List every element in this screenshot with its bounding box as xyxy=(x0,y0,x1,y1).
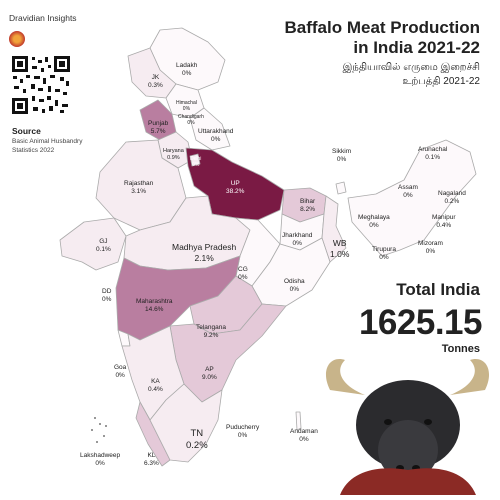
region-andaman xyxy=(295,411,302,431)
label-manipur: Manipur 0.4% xyxy=(432,214,456,230)
dravidian-insights-logo-icon xyxy=(9,31,25,47)
brand-block: Dravidian Insights xyxy=(9,13,77,47)
label-wb: WB 1.0% xyxy=(330,238,350,259)
subtitle-line-2: உற்பத்தி 2021-22 xyxy=(402,75,480,87)
source-heading: Source xyxy=(12,126,41,136)
region-wb xyxy=(321,195,347,263)
brand-name: Dravidian Insights xyxy=(9,13,77,23)
label-uttarakhand: Uttarakhand 0% xyxy=(198,128,234,144)
total-value: 1625.15 xyxy=(358,303,483,342)
page-subtitle: இந்தியாவில் எருமை இறைச்சி உற்பத்தி 2021-… xyxy=(270,61,480,88)
label-telangana: Telangana 9.2% xyxy=(196,324,226,340)
label-tn: TN 0.2% xyxy=(186,428,208,451)
label-jharkhand: Jharkhand 0% xyxy=(282,232,313,248)
label-odisha: Odisha 0% xyxy=(284,278,305,294)
label-assam: Assam 0% xyxy=(398,184,418,200)
label-madhya-pradesh: Madhya Pradesh 2.1% xyxy=(172,242,237,263)
label-arunachal: Arunachal 0.1% xyxy=(418,146,448,162)
subtitle-line-1: இந்தியாவில் எருமை இறைச்சி xyxy=(342,62,480,73)
title-line-2: in India 2021-22 xyxy=(353,38,480,58)
label-punjab: Punjab 5.7% xyxy=(148,120,169,136)
label-kl: KL 6.3% xyxy=(144,452,159,468)
label-jk: JK 0.3% xyxy=(148,74,163,90)
label-maharashtra: Maharashtra 14.6% xyxy=(136,298,173,314)
lakshadweep-islands xyxy=(91,417,107,443)
region-northeast xyxy=(347,139,477,257)
label-puducherry: Puducherry 0% xyxy=(226,424,260,440)
label-mizoram: Mizoram 0% xyxy=(418,240,443,256)
label-sikkim: Sikkim 0% xyxy=(332,148,352,164)
region-tn xyxy=(149,383,223,463)
label-up: UP 38.2% xyxy=(226,180,245,196)
label-tirupura: Tirupura 0% xyxy=(372,246,396,262)
title-line-1: Baffalo Meat Production xyxy=(284,18,480,37)
total-unit: Tonnes xyxy=(441,343,480,355)
region-sikkim xyxy=(335,181,347,195)
total-label: Total India xyxy=(396,280,480,299)
label-chandigarh: Chandigarh 0% xyxy=(178,114,204,127)
label-himachal: Himachal 0% xyxy=(176,100,197,113)
region-gujarat xyxy=(59,217,127,271)
label-rajasthan: Rajasthan 3.1% xyxy=(124,180,154,196)
label-ka: KA 0.4% xyxy=(148,378,163,394)
label-ap: AP 9.0% xyxy=(202,366,217,382)
source-text: Basic Animal Husbandry Statistics 2022 xyxy=(12,138,83,154)
label-gj: GJ 0.1% xyxy=(96,238,111,254)
qr-code-icon xyxy=(10,54,72,116)
label-cg: CG 0% xyxy=(238,266,248,282)
page-title: Baffalo Meat Production in India 2021-22 xyxy=(260,18,480,59)
label-nagaland: Nagaland 0.2% xyxy=(438,190,466,206)
label-delhi: Delhi 0% xyxy=(190,156,202,169)
label-andaman: Andaman 0% xyxy=(290,428,318,444)
region-uttarakhand xyxy=(189,107,231,151)
label-bihar: Bihar 8.2% xyxy=(300,198,316,214)
buffalo-icon xyxy=(325,359,490,495)
label-goa: Goa 0% xyxy=(114,364,127,380)
region-delhi xyxy=(189,153,201,167)
label-ladakh: Ladakh 0% xyxy=(176,62,198,78)
region-karnataka xyxy=(121,325,185,421)
label-dd: DD 0% xyxy=(102,288,112,304)
label-meghalaya: Meghalaya 0% xyxy=(358,214,390,230)
label-lakshadweep: Lakshadweep 0% xyxy=(80,452,121,468)
label-haryana: Haryana 0.9% xyxy=(163,148,184,161)
